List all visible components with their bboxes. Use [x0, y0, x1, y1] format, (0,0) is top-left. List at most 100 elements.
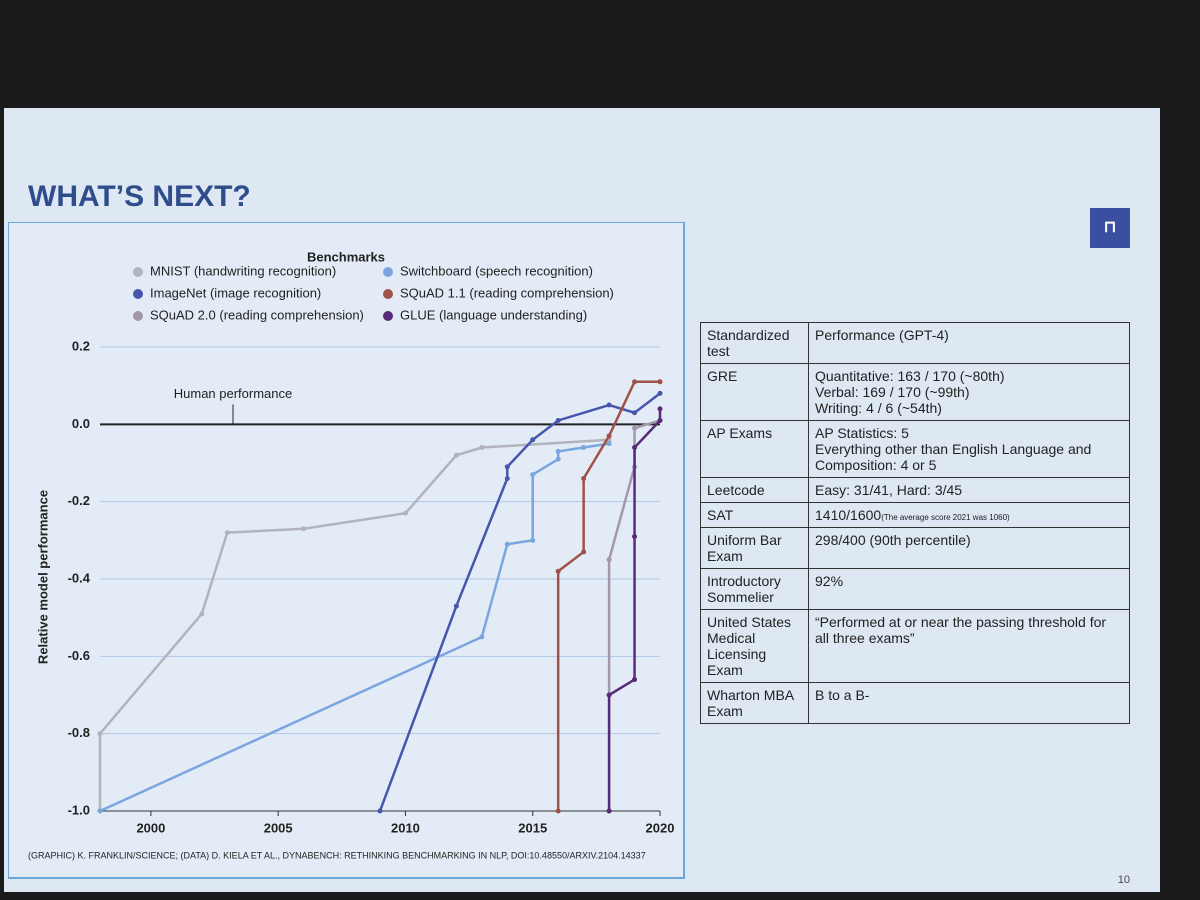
legend-label: SQuAD 1.1 (reading comprehension): [400, 285, 614, 300]
data-point: [555, 448, 561, 454]
legend-marker: [133, 311, 143, 321]
page-number: 10: [1117, 874, 1130, 886]
data-point: [606, 808, 612, 814]
performance-line: Verbal: 169 / 170 (~99th): [815, 384, 970, 400]
performance-line: “Performed at or near the passing thresh…: [815, 614, 1107, 646]
y-tick-label: 0.2: [72, 338, 90, 353]
data-point: [581, 475, 587, 481]
legend-marker: [133, 289, 143, 299]
data-point: [479, 634, 485, 640]
test-cell: United States Medical Licensing Exam: [700, 609, 809, 683]
slide-title: WHAT’S NEXT?: [28, 180, 251, 213]
table-row: Leetcode Easy: 31/41, Hard: 3/45: [700, 477, 1130, 503]
data-point: [504, 475, 510, 481]
performance-line: 1410/1600: [815, 507, 882, 523]
table-row: Wharton MBA Exam B to a B-: [700, 682, 1130, 724]
test-cell: Uniform Bar Exam: [700, 527, 809, 569]
legend-label: SQuAD 2.0 (reading comprehension): [150, 307, 364, 322]
performance-line: Everything other than English Language a…: [815, 441, 1092, 473]
legend-label: MNIST (handwriting recognition): [150, 263, 336, 278]
data-point: [504, 541, 510, 547]
data-point: [97, 731, 103, 737]
legend-marker: [383, 311, 393, 321]
data-point: [632, 379, 638, 385]
header-cell: Performance (GPT-4): [808, 322, 1130, 364]
data-point: [530, 537, 536, 543]
legend-marker: [383, 289, 393, 299]
data-point: [657, 417, 663, 423]
performance-line: Easy: 31/41, Hard: 3/45: [815, 482, 963, 498]
data-point: [479, 445, 485, 451]
header-row: Standardized test Performance (GPT-4): [700, 322, 1130, 364]
data-point: [632, 533, 638, 539]
legend-marker: [383, 267, 393, 277]
performance-cell: Quantitative: 163 / 170 (~80th) Verbal: 1…: [808, 363, 1130, 421]
data-point: [632, 410, 638, 416]
data-point: [581, 549, 587, 555]
table-row: AP Exams AP Statistics: 5 Everything other…: [700, 420, 1130, 478]
header-cell: Standardized test: [700, 322, 809, 364]
x-tick-label: 2020: [646, 820, 675, 835]
legend-label: ImageNet (image recognition): [150, 285, 321, 300]
data-point: [224, 530, 230, 536]
table-row: Uniform Bar Exam 298/400 (90th percentile…: [700, 527, 1130, 569]
chart-panel: [8, 222, 685, 879]
test-cell: GRE: [700, 363, 809, 421]
x-tick-label: 2005: [264, 820, 293, 835]
data-point: [555, 417, 561, 423]
performance-line: 298/400 (90th percentile): [815, 532, 971, 548]
performance-cell: 298/400 (90th percentile): [808, 527, 1130, 569]
performance-line: AP Statistics: 5: [815, 425, 909, 441]
test-cell: Introductory Sommelier: [700, 568, 809, 610]
data-point: [632, 425, 638, 431]
data-point: [530, 437, 536, 443]
logo: ⊓: [1090, 208, 1130, 248]
data-point: [377, 808, 383, 814]
y-tick-label: 0.0: [72, 416, 90, 431]
data-point: [632, 445, 638, 451]
performance-cell: 92%: [808, 568, 1130, 610]
test-cell: AP Exams: [700, 420, 809, 478]
test-cell: SAT: [700, 502, 809, 528]
legend-title: Benchmarks: [307, 249, 385, 264]
table-row: United States Medical Licensing Exam “Per…: [700, 609, 1130, 683]
performance-cell: AP Statistics: 5 Everything other than En…: [808, 420, 1130, 478]
chart: Benchmarks Relative model performance (G…: [8, 222, 685, 879]
data-point: [555, 568, 561, 574]
data-point: [632, 677, 638, 683]
data-point: [555, 808, 561, 814]
data-point: [453, 603, 459, 609]
gpt4-table: Standardized test Performance (GPT-4) GRE Q…: [700, 322, 1130, 724]
test-cell: Leetcode: [700, 477, 809, 503]
x-tick-label: 2000: [136, 820, 165, 835]
data-point: [555, 456, 561, 462]
performance-cell: “Performed at or near the passing thresh…: [808, 609, 1130, 683]
y-tick-label: -0.4: [68, 570, 91, 585]
data-point: [530, 472, 536, 478]
source-note: (GRAPHIC) K. FRANKLIN/SCIENCE; (DATA) D.…: [28, 850, 646, 860]
data-point: [453, 452, 459, 458]
table-row: Introductory Sommelier 92%: [700, 568, 1130, 610]
y-tick-label: -0.8: [68, 725, 90, 740]
performance-line: 92%: [815, 573, 844, 589]
performance-cell: Easy: 31/41, Hard: 3/45: [808, 477, 1130, 503]
test-cell: Wharton MBA Exam: [700, 682, 809, 724]
performance-cell: 1410/1600(The average score 2021 was 106…: [808, 502, 1130, 528]
y-tick-label: -1.0: [68, 802, 90, 817]
data-point: [606, 692, 612, 698]
data-point: [504, 464, 510, 470]
data-point: [606, 433, 612, 439]
x-tick-label: 2010: [391, 820, 420, 835]
table-row: SAT 1410/1600(The average score 2021 was …: [700, 502, 1130, 528]
performance-line: Writing: 4 / 6 (~54th): [815, 400, 942, 416]
legend-label: Switchboard (speech recognition): [400, 263, 593, 278]
data-point: [657, 390, 663, 396]
data-point: [402, 510, 408, 516]
data-point: [606, 441, 612, 447]
table-row: GRE Quantitative: 163 / 170 (~80th) Verbal…: [700, 363, 1130, 421]
y-axis-label: Relative model performance: [35, 490, 50, 664]
data-point: [301, 526, 307, 532]
data-point: [606, 557, 612, 563]
human-performance-label: Human performance: [174, 386, 293, 401]
